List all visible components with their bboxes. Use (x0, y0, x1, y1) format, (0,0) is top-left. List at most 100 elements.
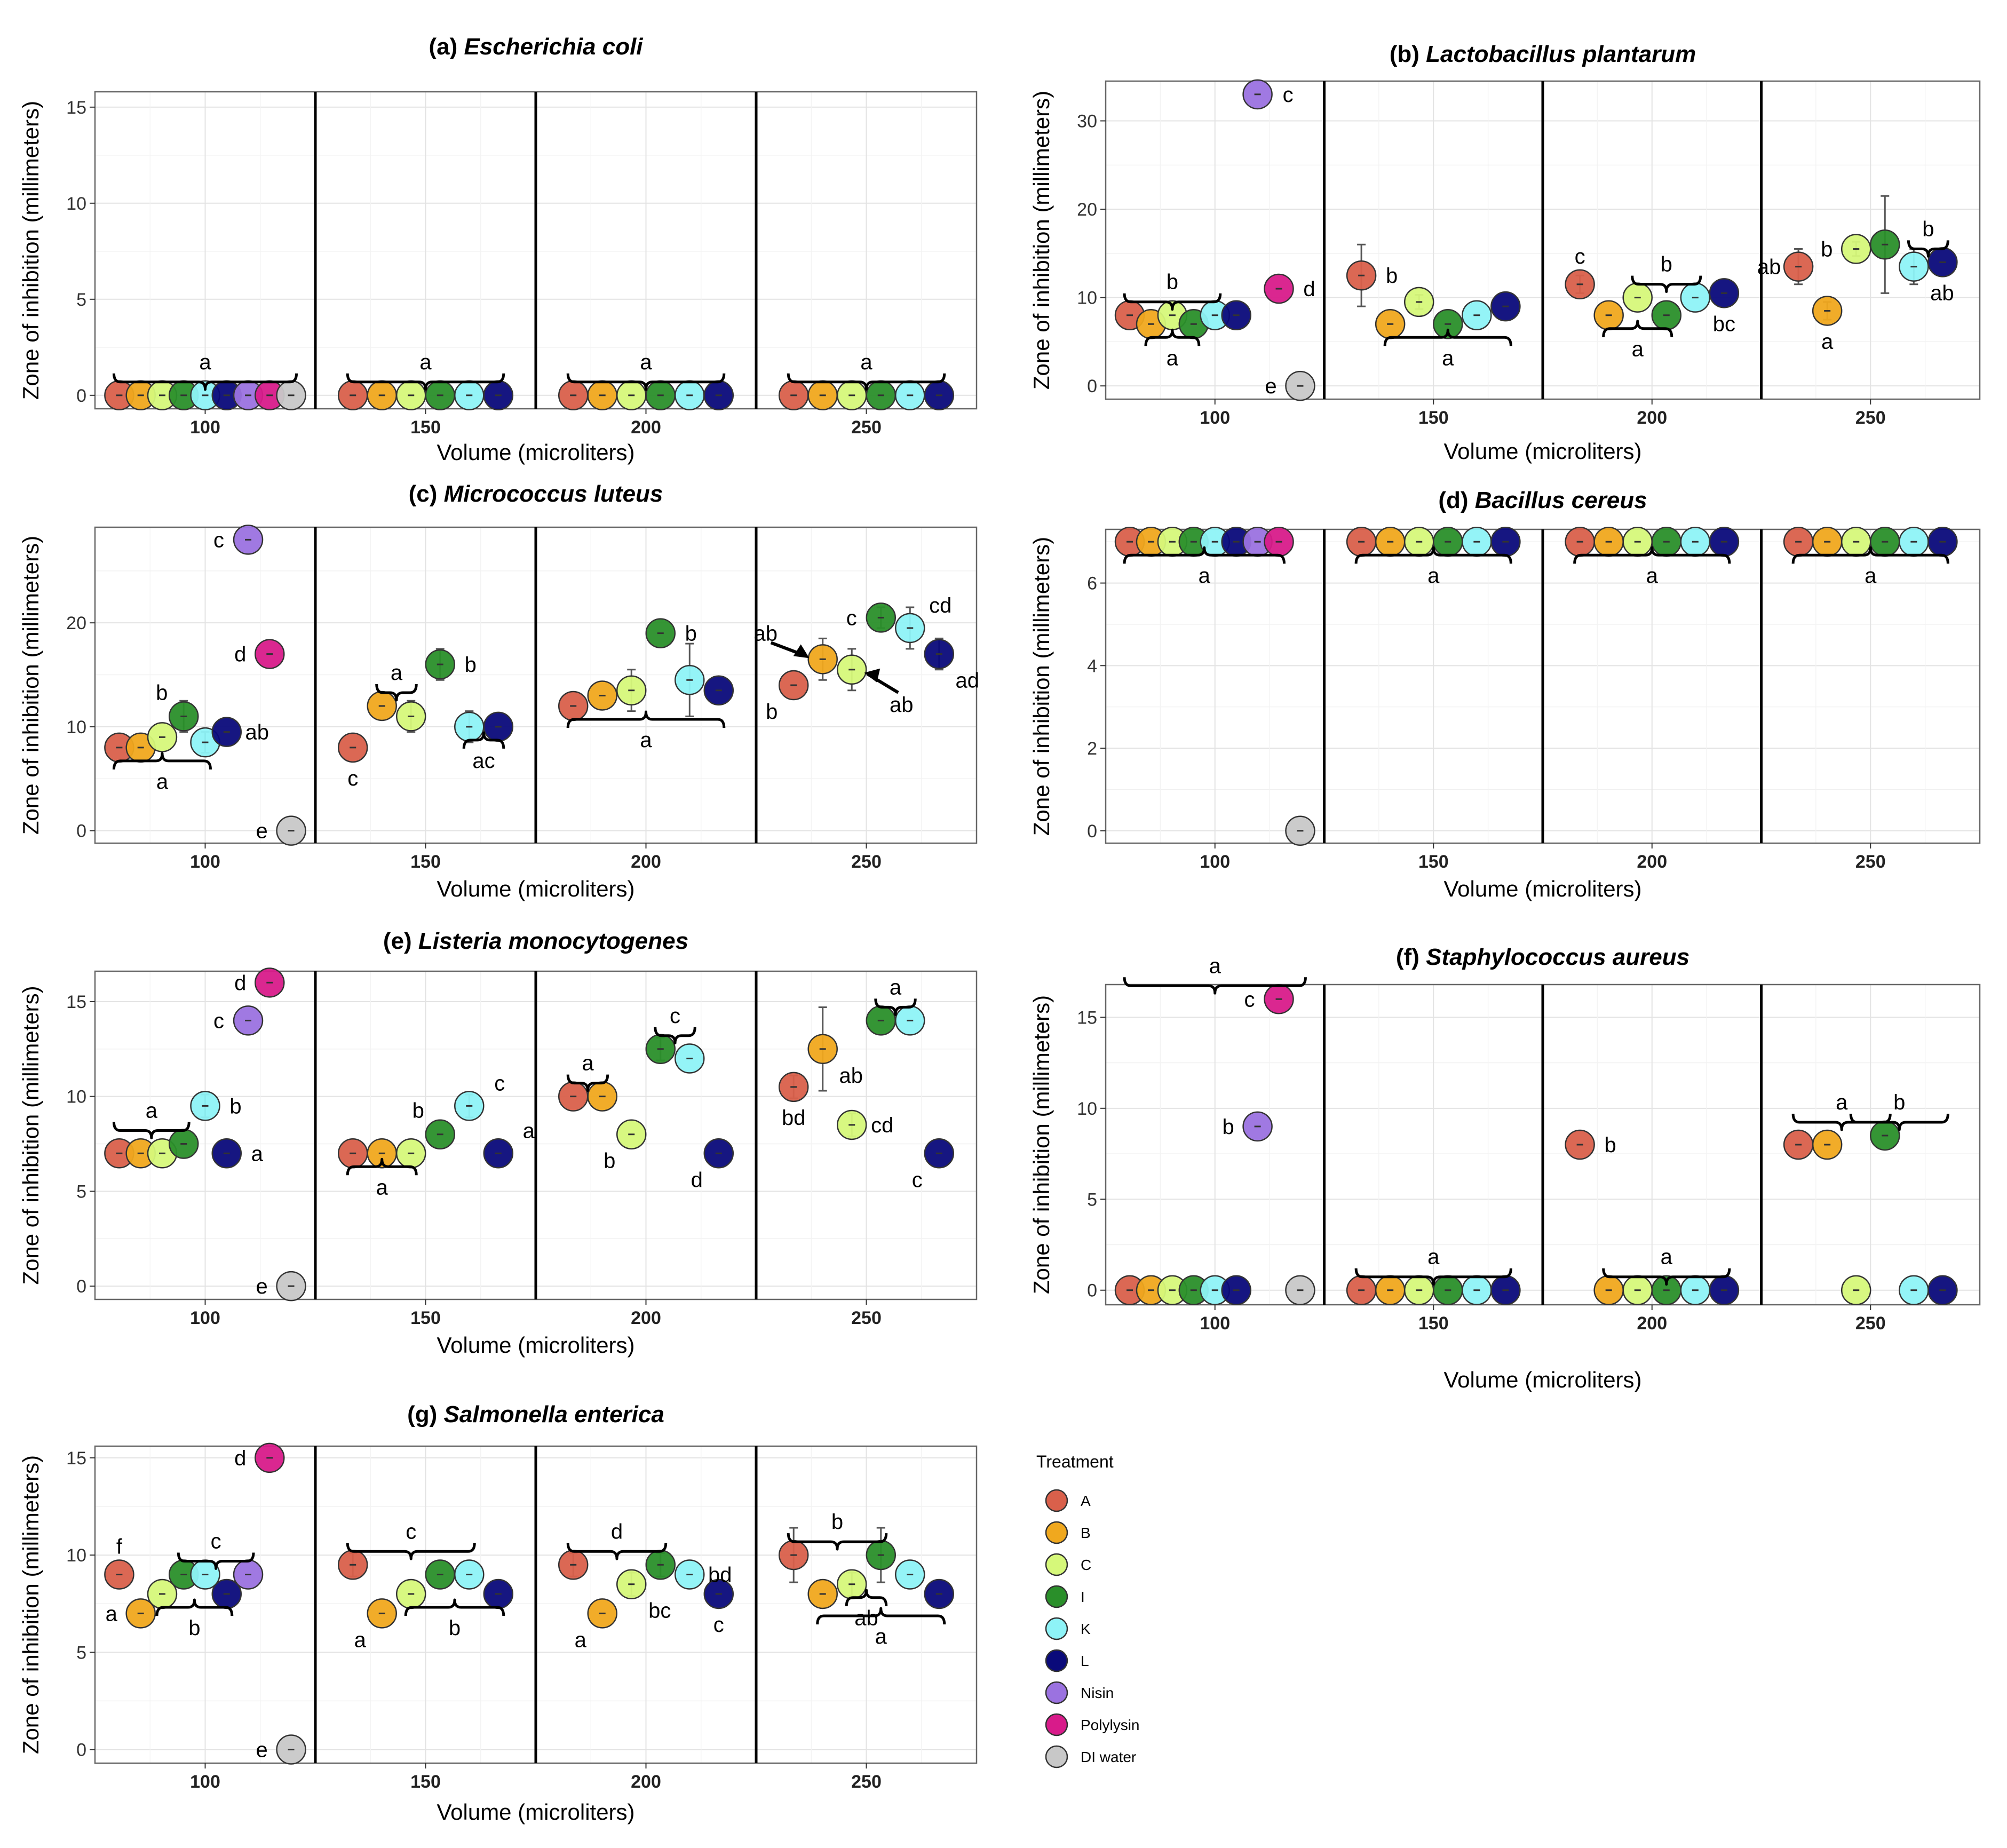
significance-letter: a (575, 1628, 587, 1652)
x-tick-label: 250 (851, 1772, 882, 1792)
significance-letter: a (640, 351, 652, 374)
significance-letter: a (376, 1176, 388, 1199)
panel-title-species: Salmonella enterica (444, 1401, 664, 1427)
significance-letter: a (640, 728, 652, 752)
significance-bracket (112, 752, 212, 770)
legend-label-B: B (1081, 1525, 1091, 1541)
panel-title: (e) Listeria monocytogenes (383, 928, 688, 954)
significance-bracket (845, 1589, 888, 1606)
x-tick-label: 150 (410, 1308, 441, 1328)
significance-letter: a (890, 975, 902, 999)
y-tick-label: 5 (76, 290, 86, 310)
significance-letter: a (860, 351, 872, 374)
x-tick-label: 100 (190, 417, 220, 438)
significance-letter: a (106, 1602, 118, 1625)
y-tick-label: 2 (1087, 739, 1097, 759)
x-tick-label: 250 (851, 852, 882, 872)
significance-letter: ab (839, 1064, 863, 1088)
significance-bracket (1907, 240, 1949, 258)
x-tick-label: 250 (1855, 852, 1886, 872)
x-tick-label: 100 (190, 1308, 220, 1328)
x-tick-label: 150 (410, 1772, 441, 1792)
x-axis-label: Volume (microliters) (437, 876, 634, 901)
significance-letter: b (1821, 238, 1833, 261)
y-axis-label: Zone of inhibition (millimeters) (18, 986, 43, 1284)
significance-letter: ab (890, 693, 914, 717)
y-tick-label: 0 (1087, 376, 1097, 396)
significance-bracket (566, 1543, 668, 1560)
significance-bracket (1123, 293, 1222, 311)
significance-bracket (1144, 328, 1201, 346)
y-tick-label: 0 (1087, 821, 1097, 842)
legend-swatch-K (1045, 1617, 1068, 1640)
y-tick-label: 0 (76, 1276, 86, 1297)
significance-letter: c (213, 528, 224, 552)
significance-bracket (1631, 275, 1702, 294)
significance-letter: c (1244, 988, 1255, 1011)
x-tick-label: 100 (1200, 1313, 1230, 1334)
y-axis-label: Zone of inhibition (millimeters) (18, 101, 43, 400)
y-tick-label: 20 (1077, 200, 1097, 220)
significance-letter: ac (472, 749, 495, 773)
legend-swatch-I (1045, 1585, 1068, 1608)
significance-letter: a (1427, 1246, 1440, 1269)
x-tick-label: 200 (631, 852, 661, 872)
x-tick-label: 250 (851, 417, 882, 438)
significance-bracket (874, 998, 917, 1016)
panel-a: (a) Escherichia coli 0 5 10 15 100 150 200 250 Vo… (18, 34, 978, 465)
significance-letter: a (1632, 338, 1644, 361)
significance-letter: bc (648, 1599, 671, 1623)
panel-title: (a) Escherichia coli (429, 34, 643, 60)
y-axis-label: Zone of inhibition (millimeters) (1029, 91, 1054, 390)
significance-letter: b (1922, 217, 1934, 241)
legend-label-DI: DI water (1081, 1749, 1136, 1765)
panel-g: (g) Salmonella enterica 0 5 10 15 100 150 200 25… (18, 1401, 978, 1825)
significance-bracket (155, 1598, 234, 1616)
significance-letter: a (1427, 564, 1440, 588)
significance-bracket (1849, 1113, 1949, 1131)
significance-letter: b (1167, 271, 1178, 294)
panel-title-label: (d) (1438, 487, 1474, 513)
significance-letter: bd (708, 1564, 732, 1587)
legend-label-C: C (1081, 1557, 1091, 1573)
panel-d: (d) Bacillus cereus 0 2 4 6 100 150 200 250 Volum… (1029, 487, 1981, 901)
significance-letter: ab (245, 721, 269, 744)
y-tick-label: 10 (66, 1087, 86, 1107)
significance-letter: b (188, 1616, 200, 1640)
y-tick-label: 5 (76, 1181, 86, 1202)
x-tick-label: 150 (410, 852, 441, 872)
x-tick-label: 100 (190, 852, 220, 872)
x-tick-label: 200 (631, 1772, 661, 1792)
significance-letter: b (604, 1149, 615, 1173)
panel-title-species: Bacillus cereus (1475, 487, 1647, 513)
x-tick-label: 100 (1200, 852, 1230, 872)
y-tick-label: 0 (76, 386, 86, 406)
significance-bracket (375, 684, 418, 702)
significance-bracket (1573, 546, 1731, 564)
significance-letter: bd (782, 1106, 806, 1130)
significance-letter: b (685, 622, 697, 646)
panel-title: (b) Lactobacillus plantarum (1390, 41, 1696, 67)
x-tick-label: 200 (1637, 408, 1667, 428)
panel-title-species: Lactobacillus plantarum (1426, 41, 1696, 67)
legend-swatch-L (1045, 1649, 1068, 1672)
significance-bracket (566, 710, 726, 728)
significance-letter: a (1209, 954, 1221, 978)
pointer-arrow-head (793, 644, 810, 659)
panel-title: (g) Salmonella enterica (407, 1401, 664, 1427)
y-tick-label: 10 (1077, 288, 1097, 308)
significance-letter: a (875, 1625, 887, 1648)
significance-letter: ab (753, 622, 778, 645)
significance-letter: c (670, 1004, 680, 1028)
significance-letter: c (1575, 245, 1585, 268)
significance-bracket (1123, 546, 1286, 564)
significance-letter: a (199, 351, 211, 374)
significance-letter: a (523, 1119, 535, 1143)
panel-title: (f) Staphylococcus aureus (1396, 944, 1689, 970)
significance-letter: b (156, 681, 168, 704)
significance-bracket (346, 1543, 476, 1560)
significance-bracket (1123, 977, 1307, 995)
y-tick-label: 4 (1087, 656, 1097, 676)
x-tick-label: 200 (1637, 852, 1667, 872)
y-tick-label: 10 (66, 717, 86, 737)
